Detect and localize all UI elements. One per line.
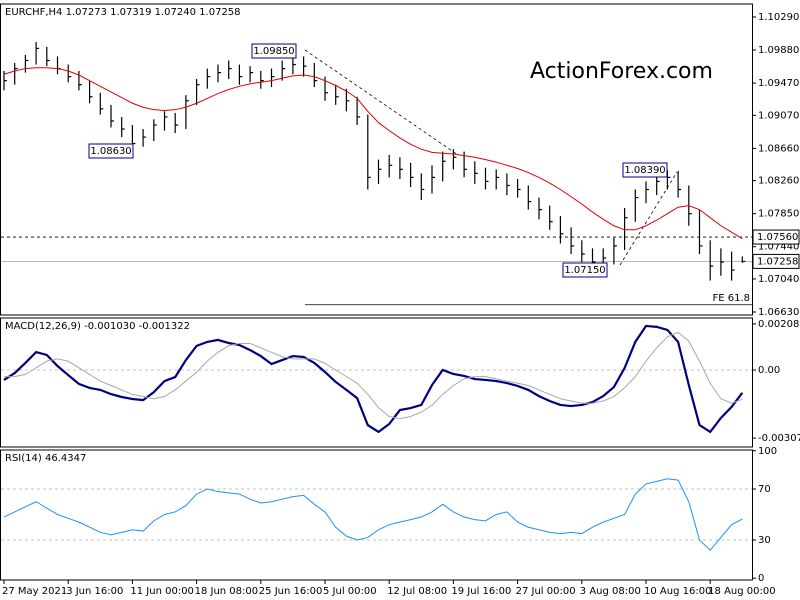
y-tick-label: 100 [758,446,777,457]
y-tick-label: 1.08660 [758,143,799,154]
panel-title: MACD(12,26,9) -0.001030 -0.001322 [5,321,190,332]
level-label-box [752,229,800,245]
y-tick-label: 1.06630 [758,307,799,318]
panel-title: EURCHF,H4 1.07273 1.07319 1.07240 1.0725… [5,7,241,18]
annotation-box [88,143,134,159]
y-tick-label: 1.10290 [758,12,799,23]
y-tick-label: 1.09880 [758,45,799,56]
x-tick-label: 3 Jun 16:00 [66,586,123,597]
level-label-box [752,253,800,269]
level-label: 1.07560 [757,232,798,243]
y-tick-label: 1.07440 [758,242,799,253]
panel-frame [0,317,753,448]
annotation: 1.08390 [624,165,665,176]
x-tick-label: 5 Jul 00:00 [323,586,377,597]
annotation-box [562,262,608,278]
x-tick-label: 18 Jun 08:00 [195,586,259,597]
indicator-line [3,324,744,434]
x-tick-label: 12 Jul 08:00 [387,586,447,597]
annotation: 1.07150 [564,265,605,276]
y-tick-label: 70 [758,484,771,495]
y-tick-label: 1.09070 [758,110,799,121]
panel-frame [0,3,753,316]
y-tick-label: 30 [758,535,771,546]
panel-frame [0,449,753,581]
x-tick-label: 3 Aug 08:00 [580,586,641,597]
y-tick-label: 1.07040 [758,274,799,285]
indicator-line [3,478,743,551]
x-tick-label: 27 Jul 00:00 [516,586,576,597]
y-tick-label: 0.002081 [758,319,800,330]
x-tick-label: 19 Jul 16:00 [451,586,511,597]
indicator-line [4,331,743,420]
level-label: 1.07258 [757,256,798,267]
y-tick-label: 0 [758,573,764,584]
y-tick-label: 1.08260 [758,176,799,187]
annotation-box [622,162,668,178]
x-tick-label: 18 Aug 00:00 [708,586,775,597]
annotation-box [251,43,297,59]
x-tick-label: 10 Aug 16:00 [644,586,711,597]
watermark: ActionForex.com [530,59,713,84]
fe-label: FE 61.8 [712,293,750,304]
moving-average [3,67,743,240]
x-tick-label: 25 Jun 16:00 [259,586,323,597]
y-tick-label: 1.09470 [758,78,799,89]
panel-title: RSI(14) 46.4347 [5,453,86,464]
y-tick-label: 0.00 [758,365,780,376]
x-tick-label: 11 Jun 00:00 [130,586,194,597]
y-tick-label: -0.003079 [758,433,800,444]
x-tick-label: 27 May 2021 [2,586,67,597]
annotation: 1.09850 [253,46,294,57]
annotation: 1.08630 [90,146,131,157]
y-tick-label: 1.07850 [758,209,799,220]
trend-line [304,49,459,156]
